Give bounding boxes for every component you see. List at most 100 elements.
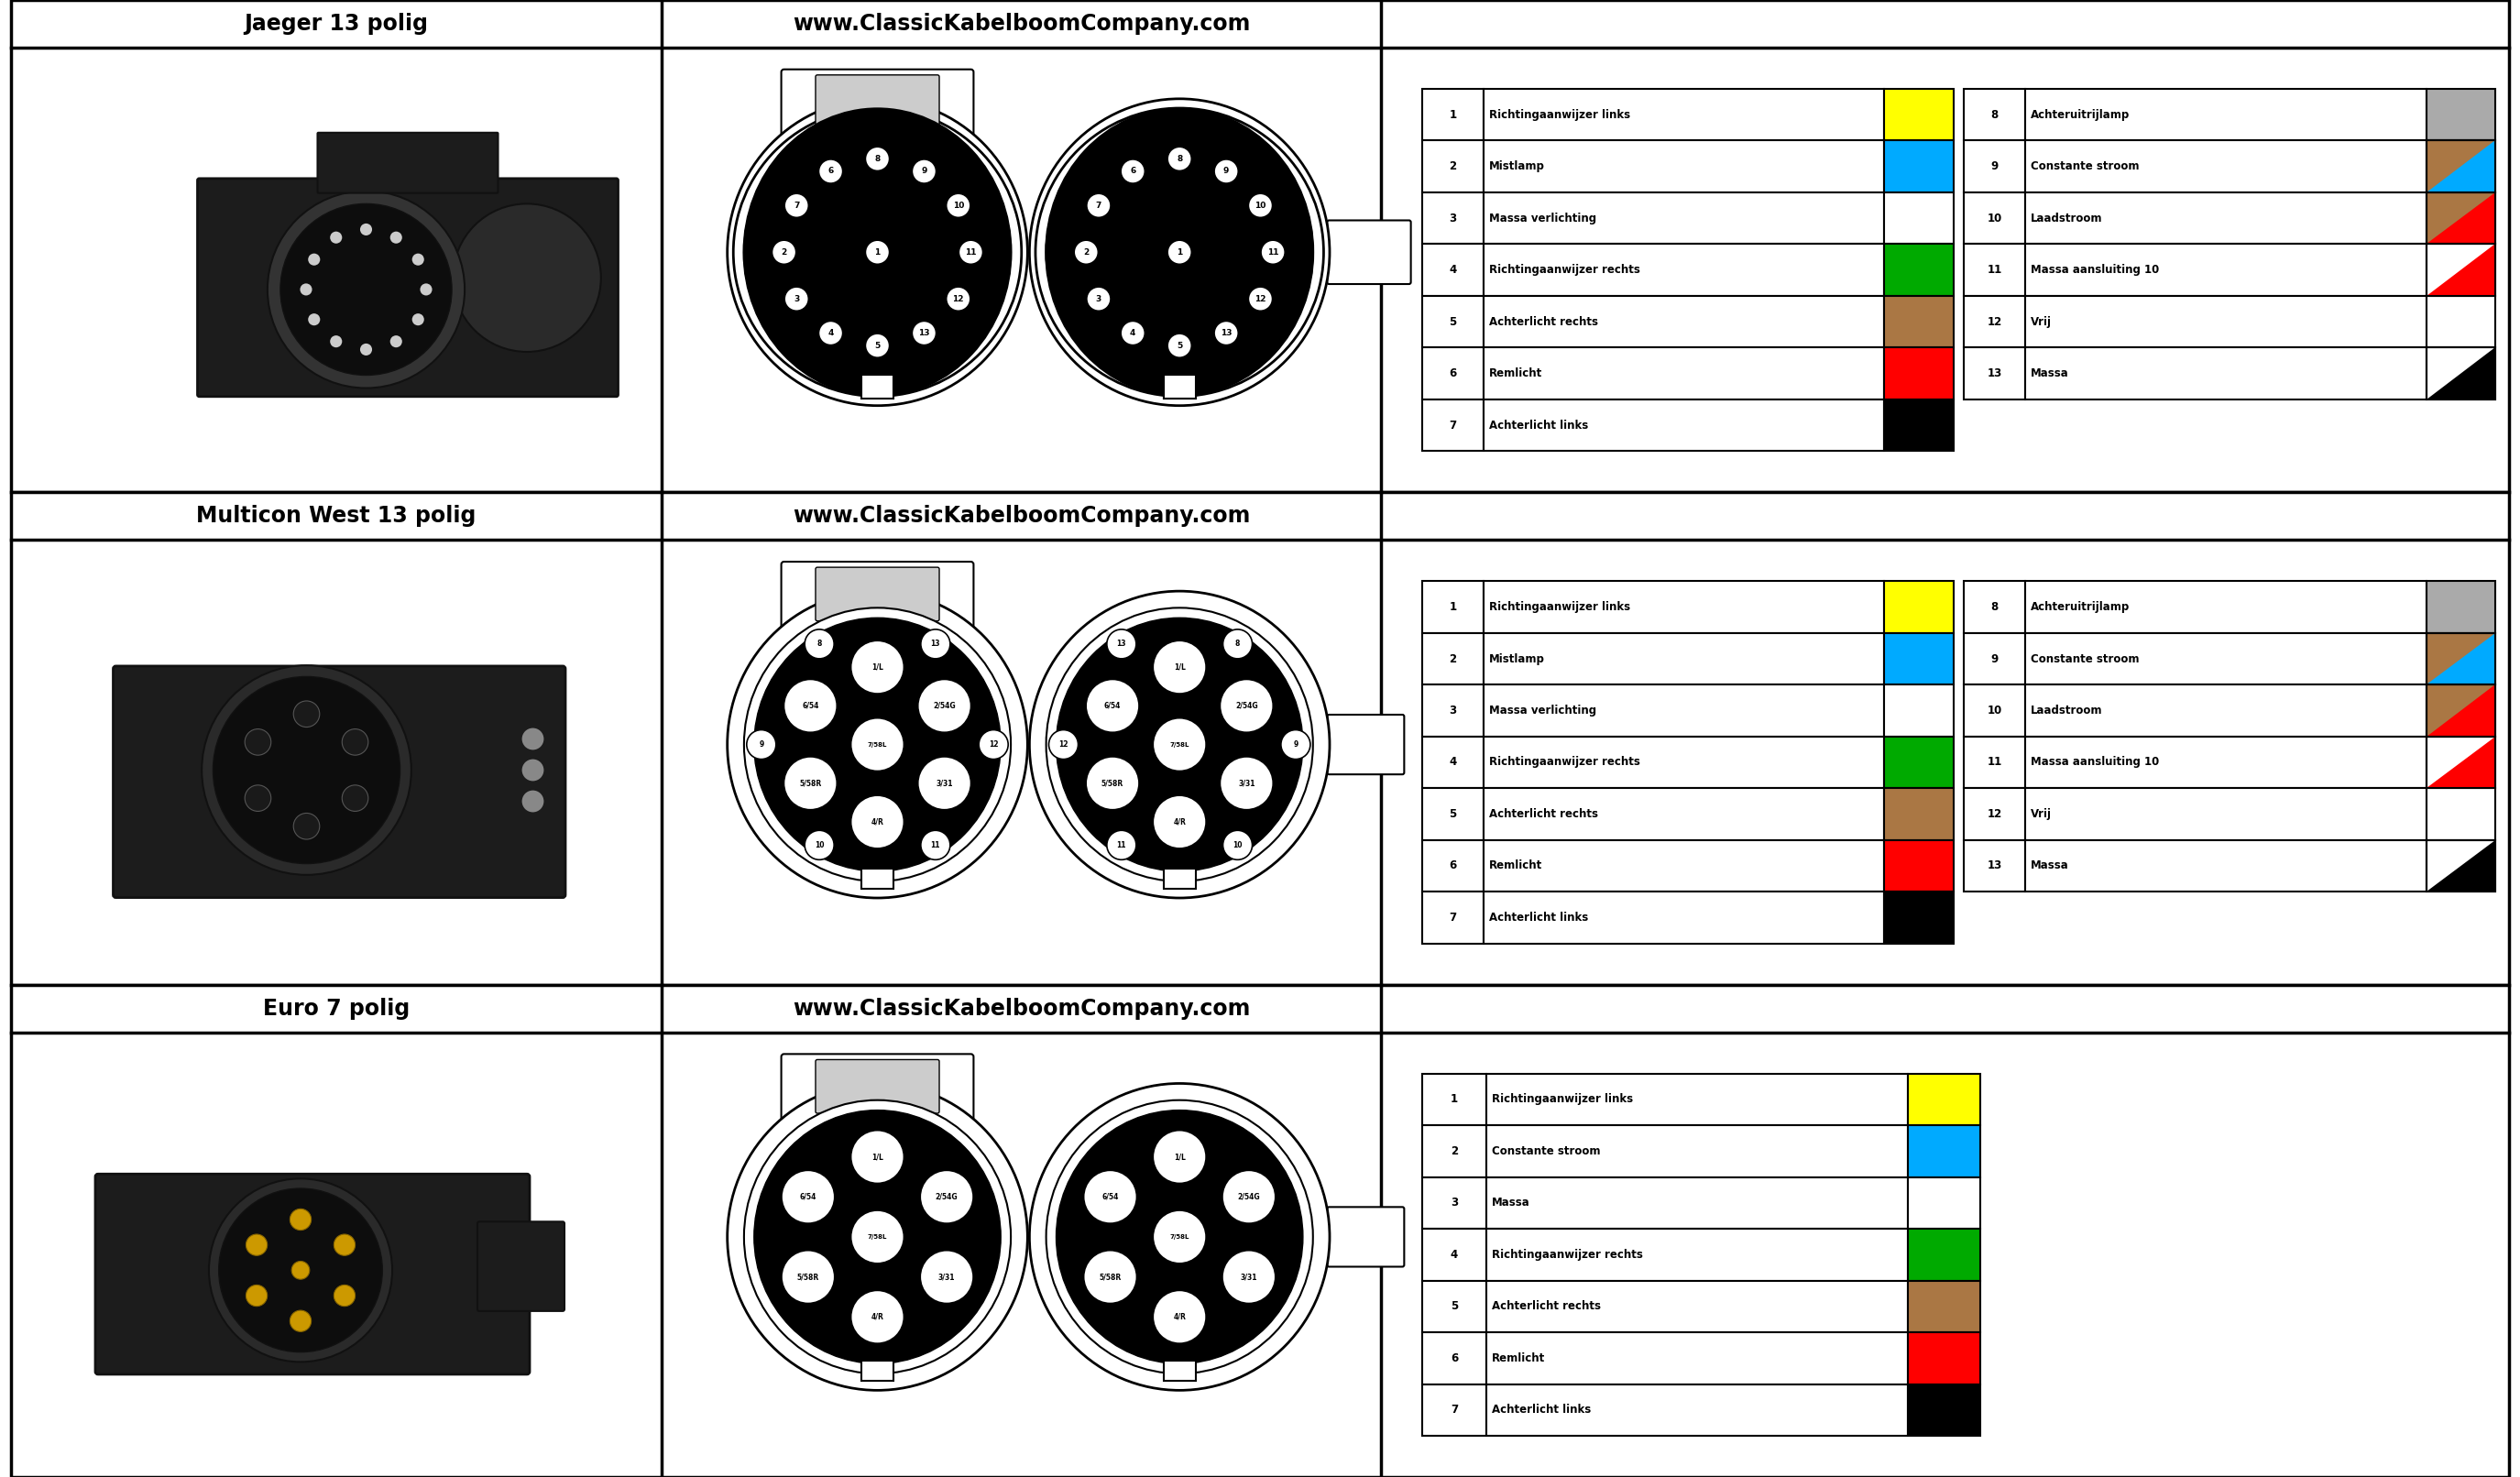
Bar <box>10 492 2510 985</box>
Ellipse shape <box>753 617 1000 871</box>
Ellipse shape <box>1046 1100 1313 1374</box>
Text: 4/R: 4/R <box>872 1313 885 1320</box>
Text: Massa: Massa <box>2031 368 2069 380</box>
Text: 6: 6 <box>1449 368 1457 380</box>
Polygon shape <box>2427 347 2495 399</box>
Circle shape <box>771 241 796 264</box>
Bar <box>1963 737 2026 789</box>
FancyBboxPatch shape <box>816 75 940 128</box>
Ellipse shape <box>1031 1084 1331 1390</box>
Bar <box>2427 685 2495 737</box>
Circle shape <box>1086 193 1111 217</box>
Text: Vrij: Vrij <box>2031 808 2051 820</box>
Text: 6: 6 <box>829 167 834 176</box>
Circle shape <box>292 1261 310 1279</box>
Bar <box>1484 685 1885 737</box>
Text: Achterlicht rechts: Achterlicht rechts <box>1492 1300 1600 1313</box>
Circle shape <box>343 786 368 811</box>
FancyBboxPatch shape <box>816 1059 940 1114</box>
Bar <box>1421 347 1484 399</box>
Circle shape <box>1121 321 1144 346</box>
Circle shape <box>804 629 834 659</box>
Text: 2/54G: 2/54G <box>932 702 955 710</box>
Text: 11: 11 <box>1116 840 1126 849</box>
Bar <box>1421 399 1484 450</box>
Bar <box>1487 1384 1908 1436</box>
Bar <box>1963 347 2026 399</box>
Bar <box>1421 1281 1487 1332</box>
Circle shape <box>920 1250 973 1304</box>
Text: 8: 8 <box>1235 640 1240 648</box>
Bar <box>1484 192 1885 244</box>
Circle shape <box>746 730 776 759</box>
Bar <box>862 868 895 889</box>
Text: 7/58L: 7/58L <box>867 1235 887 1239</box>
Bar <box>1421 140 1484 192</box>
Bar <box>1484 244 1885 295</box>
Bar <box>1421 295 1484 347</box>
Bar <box>1421 685 1484 737</box>
Text: 6/54: 6/54 <box>1101 1193 1119 1201</box>
Text: 3/31: 3/31 <box>1237 778 1255 787</box>
Text: 8: 8 <box>874 155 879 162</box>
Text: 1/L: 1/L <box>1174 1152 1184 1161</box>
Circle shape <box>360 223 373 235</box>
Bar <box>2427 840 2495 892</box>
Bar <box>1885 840 1953 892</box>
Bar <box>1963 192 2026 244</box>
Ellipse shape <box>743 115 1011 388</box>
Circle shape <box>920 830 950 860</box>
Text: Achterlicht links: Achterlicht links <box>1492 1405 1590 1416</box>
Bar <box>1963 295 2026 347</box>
FancyBboxPatch shape <box>197 179 617 396</box>
Bar <box>1421 1229 1487 1281</box>
Text: 3: 3 <box>1452 1196 1459 1208</box>
Bar <box>2026 582 2427 634</box>
Polygon shape <box>2427 634 2495 685</box>
Circle shape <box>413 313 423 325</box>
Bar <box>2427 789 2495 840</box>
Bar <box>1908 1332 1981 1384</box>
Text: 7/58L: 7/58L <box>1169 1235 1189 1239</box>
Bar <box>1421 1384 1487 1436</box>
Text: 6: 6 <box>1129 167 1137 176</box>
Text: Constante stroom: Constante stroom <box>2031 161 2139 173</box>
Circle shape <box>784 193 809 217</box>
Text: 5: 5 <box>1177 341 1182 350</box>
Text: 1: 1 <box>1449 601 1457 613</box>
Bar <box>1484 295 1885 347</box>
Text: 13: 13 <box>1116 640 1126 648</box>
Text: 5: 5 <box>1449 808 1457 820</box>
Bar <box>1164 1360 1194 1381</box>
Bar <box>862 375 895 399</box>
Bar <box>1885 140 1953 192</box>
Ellipse shape <box>728 1084 1028 1390</box>
Circle shape <box>290 1208 310 1230</box>
Text: Achterlicht rechts: Achterlicht rechts <box>1489 316 1598 328</box>
Circle shape <box>247 1235 267 1255</box>
Circle shape <box>948 193 970 217</box>
Bar <box>2026 89 2427 140</box>
Bar <box>1421 737 1484 789</box>
Text: Laadstroom: Laadstroom <box>2031 213 2102 225</box>
Text: 4: 4 <box>1129 329 1137 337</box>
Text: Constante stroom: Constante stroom <box>1492 1145 1600 1156</box>
Bar <box>1487 1229 1908 1281</box>
Circle shape <box>333 1285 355 1306</box>
FancyBboxPatch shape <box>781 1055 973 1127</box>
Text: Multicon West 13 polig: Multicon West 13 polig <box>197 505 476 527</box>
FancyBboxPatch shape <box>1328 1207 1404 1267</box>
Circle shape <box>1152 718 1207 771</box>
Circle shape <box>522 728 544 750</box>
Text: 4: 4 <box>1449 264 1457 276</box>
Text: Jaeger 13 polig: Jaeger 13 polig <box>244 13 428 35</box>
Circle shape <box>307 313 320 325</box>
Circle shape <box>1074 241 1099 264</box>
Circle shape <box>958 241 983 264</box>
FancyBboxPatch shape <box>1328 220 1411 284</box>
Text: 12: 12 <box>953 295 965 303</box>
Bar <box>1164 375 1194 399</box>
Bar <box>2427 140 2495 192</box>
Text: 3/31: 3/31 <box>1240 1273 1257 1281</box>
Bar <box>2026 140 2427 192</box>
